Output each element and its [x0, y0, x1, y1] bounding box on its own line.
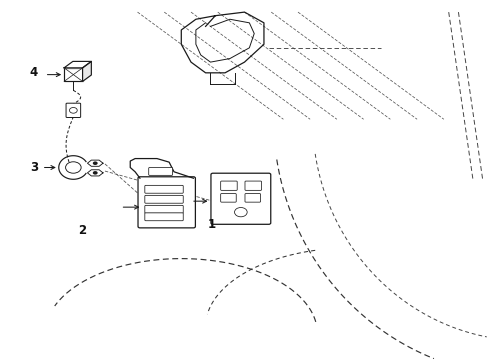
FancyBboxPatch shape: [138, 177, 195, 228]
FancyBboxPatch shape: [244, 181, 261, 190]
FancyBboxPatch shape: [244, 194, 260, 202]
FancyBboxPatch shape: [220, 194, 236, 202]
FancyBboxPatch shape: [64, 68, 82, 81]
FancyBboxPatch shape: [220, 181, 237, 190]
FancyBboxPatch shape: [144, 195, 183, 203]
FancyBboxPatch shape: [144, 205, 183, 213]
Text: 3: 3: [30, 161, 38, 174]
FancyBboxPatch shape: [144, 213, 183, 221]
Polygon shape: [87, 160, 103, 166]
FancyBboxPatch shape: [66, 103, 81, 117]
Circle shape: [93, 161, 98, 165]
FancyBboxPatch shape: [144, 185, 183, 193]
FancyBboxPatch shape: [210, 173, 270, 224]
Text: 2: 2: [78, 224, 86, 237]
Text: 1: 1: [207, 218, 215, 231]
Circle shape: [93, 171, 98, 175]
Circle shape: [234, 207, 246, 217]
FancyBboxPatch shape: [148, 167, 172, 175]
Polygon shape: [64, 62, 91, 68]
Text: 4: 4: [30, 66, 38, 79]
Polygon shape: [82, 62, 91, 81]
Polygon shape: [87, 170, 103, 176]
Circle shape: [65, 162, 81, 173]
Circle shape: [69, 108, 77, 113]
